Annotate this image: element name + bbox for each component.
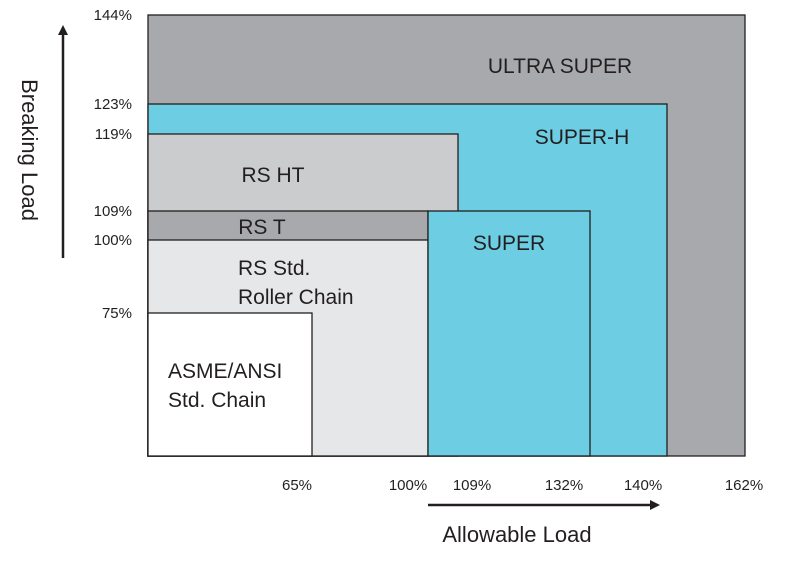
label-super-h: SUPER-H bbox=[535, 126, 630, 149]
y-tick-119: 119% bbox=[95, 126, 132, 143]
y-tick-109: 109% bbox=[94, 203, 132, 220]
region-asme-ansi-std-chain bbox=[147, 312, 313, 457]
label-rs-t: RS T bbox=[238, 216, 286, 239]
label-ultra-super: ULTRA SUPER bbox=[488, 55, 632, 78]
label-rs-std-roller-chain: RS Std. Roller Chain bbox=[238, 257, 354, 309]
label-super: SUPER bbox=[473, 232, 545, 255]
x-tick-162: 162% bbox=[725, 477, 763, 494]
chain-regions bbox=[147, 14, 746, 457]
y-tick-100: 100% bbox=[94, 232, 132, 249]
y-tick-123: 123% bbox=[94, 96, 132, 113]
y-tick-144: 144% bbox=[94, 7, 132, 24]
region-super bbox=[427, 210, 591, 457]
label-asme-ansi-std-chain: ASME/ANSI Std. Chain bbox=[168, 360, 282, 412]
x-tick-140: 140% bbox=[624, 477, 662, 494]
x-tick-100: 100% bbox=[389, 477, 427, 494]
x-axis-tick-labels: 65% 100% 109% 132% 140% 162% bbox=[282, 477, 763, 494]
y-axis-title: Breaking Load bbox=[17, 79, 42, 221]
chain-region-labels: ULTRA SUPER SUPER-H RS HT RS T RS Std. Roller… bbox=[168, 55, 632, 412]
y-tick-75: 75% bbox=[102, 305, 132, 322]
y-axis-tick-labels: 75% 100% 109% 119% 123% 144% bbox=[94, 7, 132, 322]
label-rs-ht: RS HT bbox=[242, 164, 305, 187]
x-axis-title: Allowable Load bbox=[442, 522, 591, 547]
x-tick-65: 65% bbox=[282, 477, 312, 494]
x-tick-109: 109% bbox=[453, 477, 491, 494]
x-tick-132: 132% bbox=[545, 477, 583, 494]
